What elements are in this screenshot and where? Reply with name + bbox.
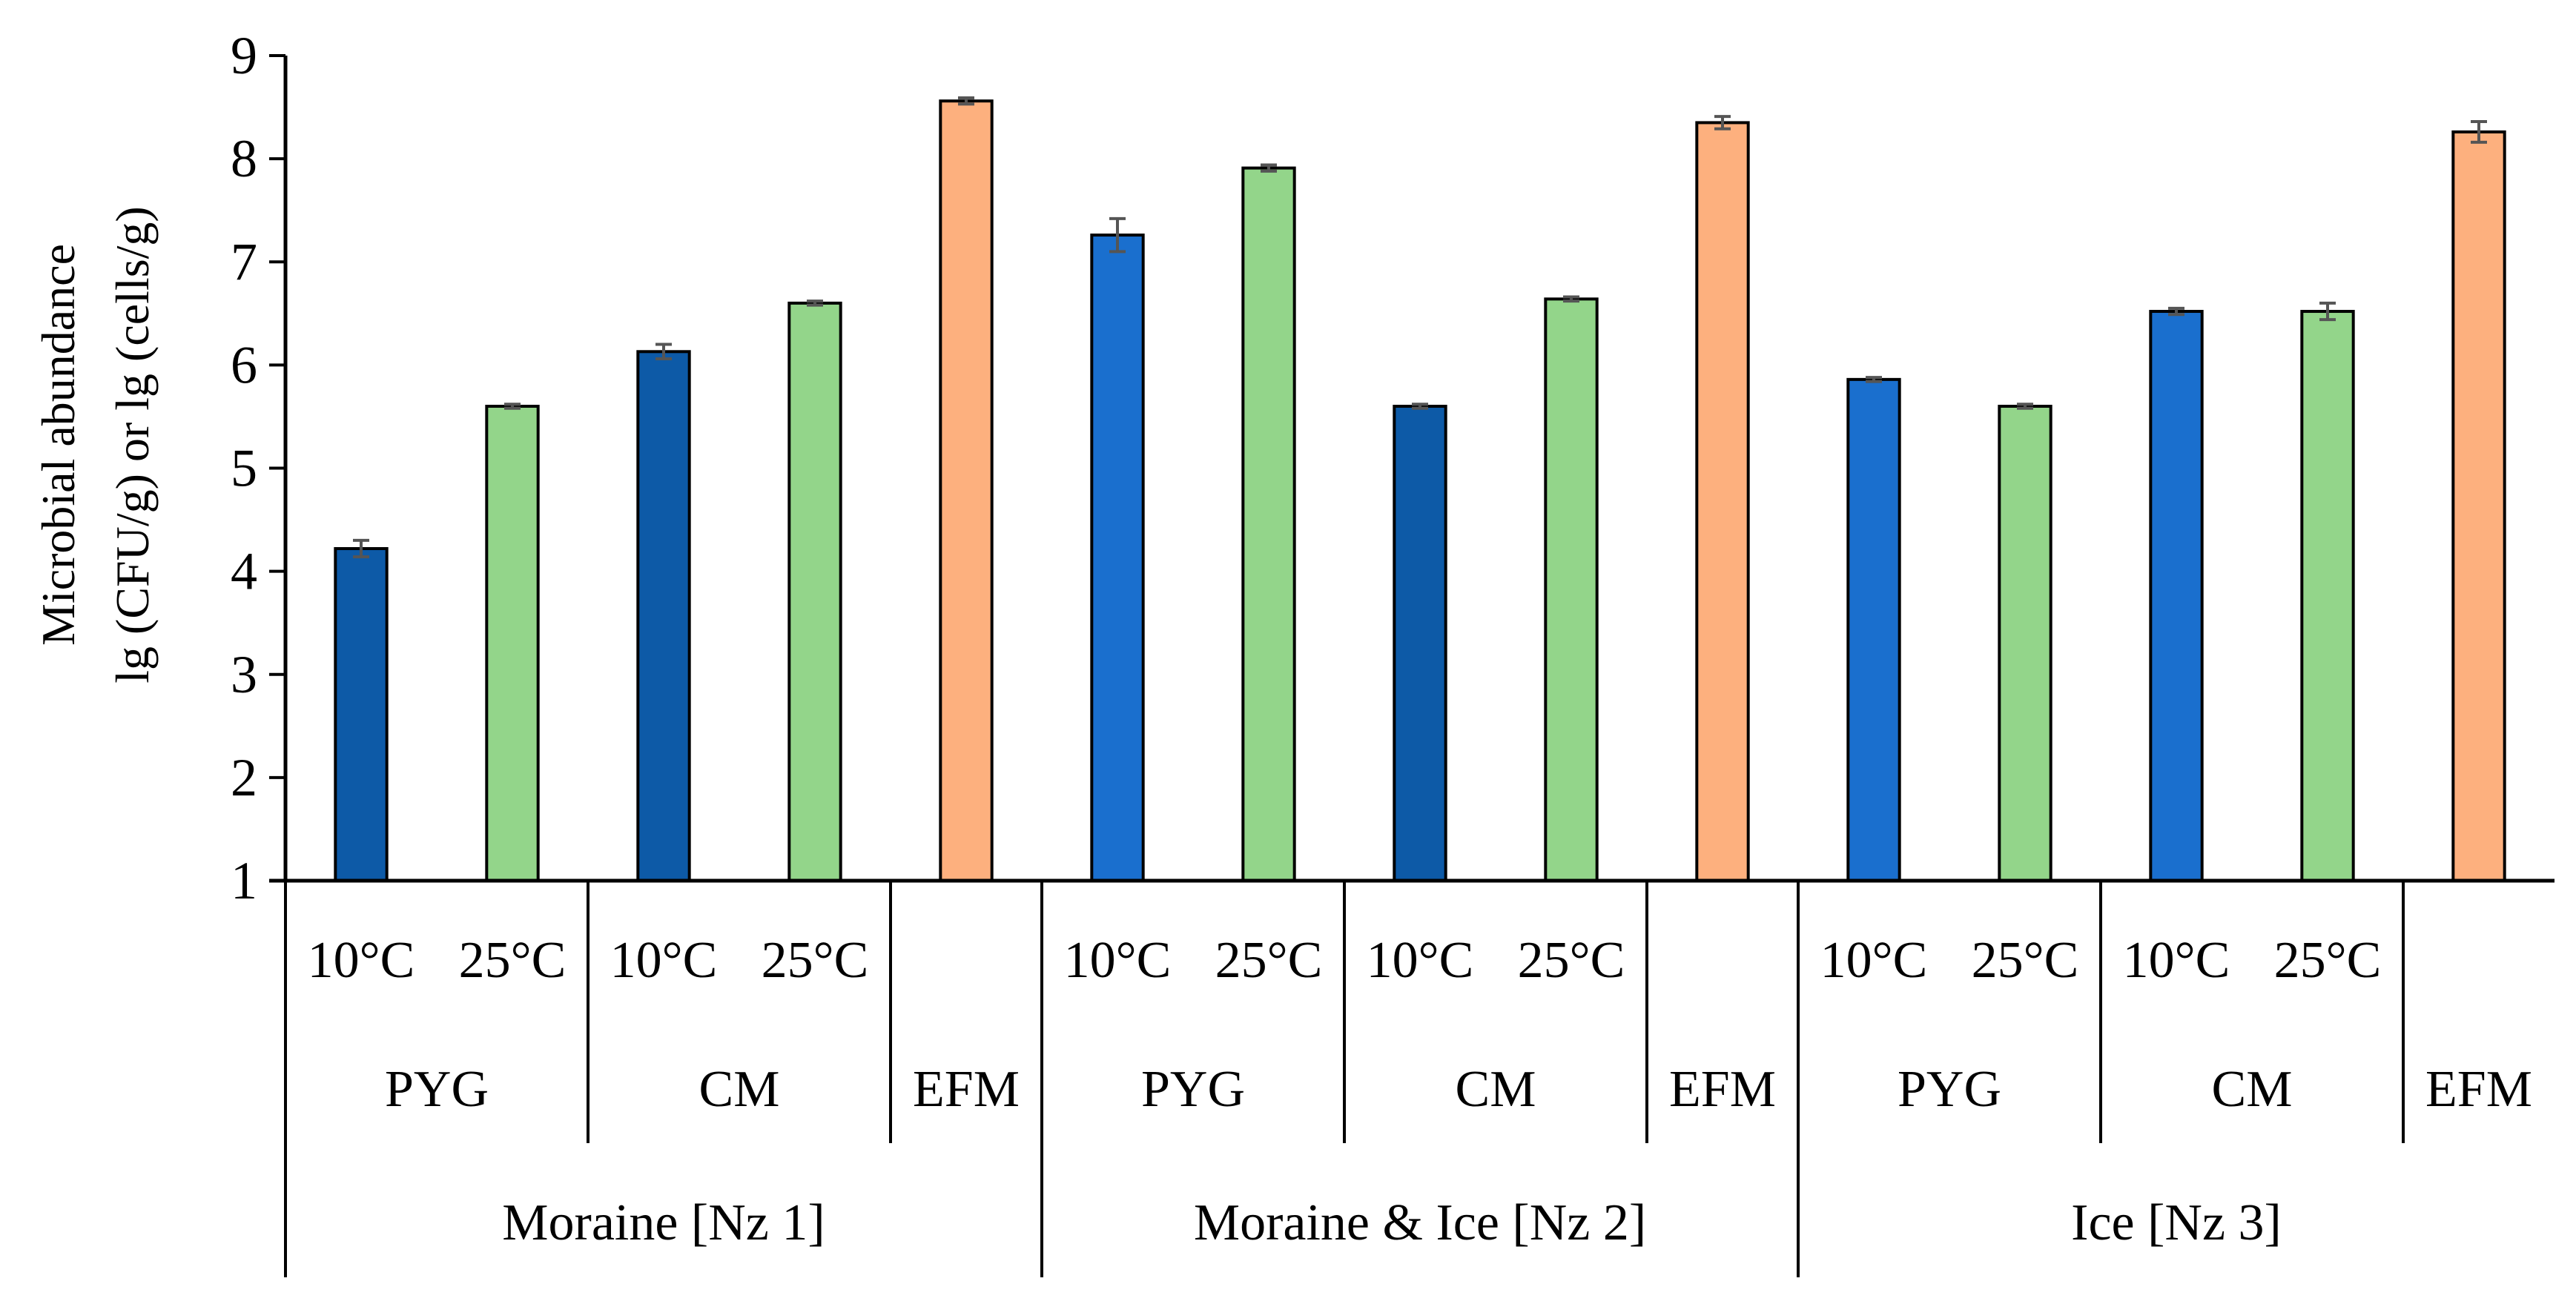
- bar: [1393, 405, 1447, 882]
- error-bar: [1261, 163, 1277, 173]
- temperature-label: 10°C: [2123, 932, 2230, 989]
- y-axis: 1 2 3 4 5 6 7 8 9: [231, 26, 288, 910]
- temperature-label: 10°C: [1367, 932, 1474, 989]
- y-tick-label: 6: [231, 335, 257, 394]
- bar: [1544, 297, 1599, 882]
- site-group-label: Ice [Nz 3]: [2071, 1194, 2282, 1251]
- y-tick-label: 5: [231, 439, 257, 498]
- y-tick-label: 4: [231, 542, 257, 601]
- x-axis: 10°C 25°C 10°C 25°C 10°C 25°C 10°C 25°C 10°C 25°C…: [269, 878, 2554, 1277]
- temperature-label: 25°C: [1972, 932, 2079, 989]
- bars: [334, 96, 2506, 883]
- error-bar: [1412, 403, 1428, 410]
- medium-label: PYG: [385, 1061, 489, 1118]
- temperature-label: 25°C: [1215, 932, 1323, 989]
- error-bar: [1866, 376, 1882, 383]
- error-bar: [655, 342, 672, 361]
- error-bar: [2168, 306, 2184, 317]
- y-axis-title-line1: Microbial abundance: [32, 244, 85, 646]
- y-tick-label: 8: [231, 129, 257, 188]
- bar: [939, 99, 994, 883]
- y-axis-title: Microbial abundance lg (CFU/g) or lg (ce…: [32, 206, 159, 683]
- y-tick-label: 7: [231, 232, 257, 291]
- bar: [2300, 310, 2355, 882]
- bar: [787, 301, 842, 882]
- bar: [1241, 166, 1296, 883]
- site-group-label: Moraine & Ice [Nz 2]: [1194, 1194, 1646, 1251]
- bar: [1846, 377, 1901, 883]
- site-group-label: Moraine [Nz 1]: [502, 1194, 825, 1251]
- medium-label: EFM: [913, 1061, 1020, 1118]
- medium-label: CM: [2212, 1061, 2293, 1118]
- y-tick-label: 3: [231, 645, 257, 704]
- y-tick-label: 2: [231, 748, 257, 807]
- error-bar: [2471, 120, 2487, 144]
- temperature-label: 10°C: [1820, 932, 1928, 989]
- bar: [485, 405, 540, 882]
- bar: [2451, 130, 2506, 882]
- medium-label: CM: [1456, 1061, 1536, 1118]
- y-tick-label: 1: [231, 851, 257, 910]
- error-bar: [353, 538, 369, 559]
- medium-label: EFM: [2425, 1061, 2532, 1118]
- medium-label: CM: [699, 1061, 780, 1118]
- error-bar: [1109, 216, 1126, 254]
- temperature-label: 10°C: [1064, 932, 1172, 989]
- bar: [636, 350, 691, 882]
- temperature-label: 25°C: [2274, 932, 2382, 989]
- temperature-label: 10°C: [610, 932, 718, 989]
- bar: [1998, 405, 2052, 882]
- error-bar: [958, 96, 974, 106]
- temperature-label: 10°C: [308, 932, 415, 989]
- y-tick-label: 9: [231, 26, 257, 85]
- bar: [334, 547, 389, 883]
- error-bar: [504, 403, 521, 410]
- error-bar: [2319, 301, 2336, 322]
- medium-label: PYG: [1898, 1061, 2001, 1118]
- temperature-label: 25°C: [1518, 932, 1625, 989]
- bar: [1090, 234, 1145, 882]
- medium-label: EFM: [1669, 1061, 1776, 1118]
- error-bar: [2017, 403, 2033, 410]
- error-bar: [807, 299, 823, 307]
- y-axis-title-line2: lg (CFU/g) or lg (cells/g): [106, 206, 159, 683]
- temperature-label: 25°C: [459, 932, 567, 989]
- error-bar: [1714, 115, 1731, 130]
- medium-label: PYG: [1141, 1061, 1245, 1118]
- temperature-label: 25°C: [762, 932, 869, 989]
- bar: [1695, 121, 1750, 882]
- bar: [2149, 310, 2204, 882]
- error-bar: [1563, 295, 1579, 303]
